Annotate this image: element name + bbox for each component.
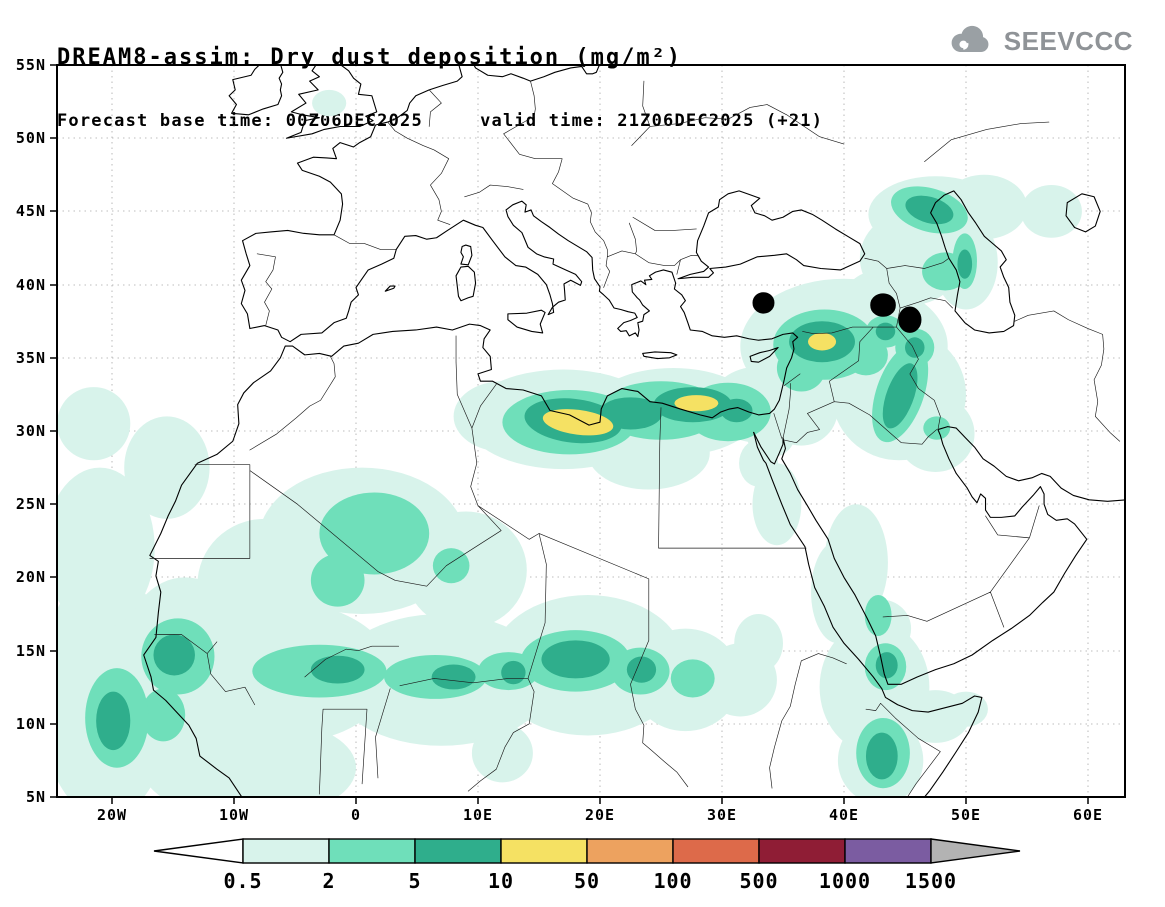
colorbar-label: 1500 <box>905 869 957 893</box>
colorbar-arrow-right <box>930 838 1021 864</box>
colorbar-label: 2 <box>322 869 335 893</box>
logo-text: SEEVCCC <box>1003 25 1133 56</box>
lat-tick-label: 10N <box>16 715 46 733</box>
lon-tick-label: 10W <box>219 806 249 824</box>
colorbar-segment <box>414 838 502 864</box>
plot-subtitle: Forecast base time: 00Z06DEC2025 valid t… <box>57 111 824 131</box>
lat-tick-label: 40N <box>16 276 46 294</box>
lat-tick-label: 45N <box>16 202 46 220</box>
colorbar-label: 100 <box>653 869 692 893</box>
colorbar-label: 500 <box>739 869 778 893</box>
lon-tick-label: 40E <box>829 806 859 824</box>
colorbar-segment <box>242 838 330 864</box>
lon-tick-label: 10E <box>463 806 493 824</box>
map: 55N 50N 45N 40N 35N 30N 25N 20N 15N 10N … <box>16 56 1127 824</box>
colorbar-label: 0.5 <box>223 869 262 893</box>
colorbar-label: 50 <box>574 869 600 893</box>
lat-tick-label: 5N <box>26 788 46 806</box>
colorbar-segment <box>672 838 760 864</box>
colorbar-legend: 0.5 2 5 10 50 100 500 1000 1500 <box>148 836 1048 900</box>
lon-axis: 20W 10W 0 10E 20E 30E 40E 50E 60E <box>97 806 1103 824</box>
colorbar-label: 5 <box>408 869 421 893</box>
seevccc-logo: SEEVCCC <box>943 24 1133 58</box>
lat-tick-label: 35N <box>16 349 46 367</box>
lat-tick-label: 50N <box>16 129 46 147</box>
colorbar-segment <box>844 838 932 864</box>
colorbar-segment <box>758 838 846 864</box>
cloud-icon <box>951 25 989 52</box>
lon-tick-label: 60E <box>1073 806 1103 824</box>
dust-contours-level-10 <box>542 332 837 436</box>
lat-tick-label: 55N <box>16 56 46 74</box>
colorbar-label: 1000 <box>819 869 871 893</box>
axis-ticks <box>50 64 1089 804</box>
lon-tick-label: 20E <box>585 806 615 824</box>
lat-tick-label: 25N <box>16 495 46 513</box>
lon-tick-label: 50E <box>951 806 981 824</box>
colorbar-segment <box>586 838 674 864</box>
lat-tick-label: 20N <box>16 568 46 586</box>
colorbar-segment <box>500 838 588 864</box>
lon-tick-label: 20W <box>97 806 127 824</box>
colorbar-label: 10 <box>488 869 514 893</box>
lat-tick-label: 15N <box>16 642 46 660</box>
lat-axis: 55N 50N 45N 40N 35N 30N 25N 20N 15N 10N … <box>16 56 46 806</box>
colorbar-segment <box>328 838 416 864</box>
colorbar-arrow-left <box>153 838 244 864</box>
country-borders <box>150 81 1120 797</box>
colorbar-labels: 0.5 2 5 10 50 100 500 1000 1500 <box>223 869 957 893</box>
lon-tick-label: 30E <box>707 806 737 824</box>
lon-tick-label: 0 <box>351 806 361 824</box>
lat-tick-label: 30N <box>16 422 46 440</box>
coastlines <box>144 64 1127 800</box>
